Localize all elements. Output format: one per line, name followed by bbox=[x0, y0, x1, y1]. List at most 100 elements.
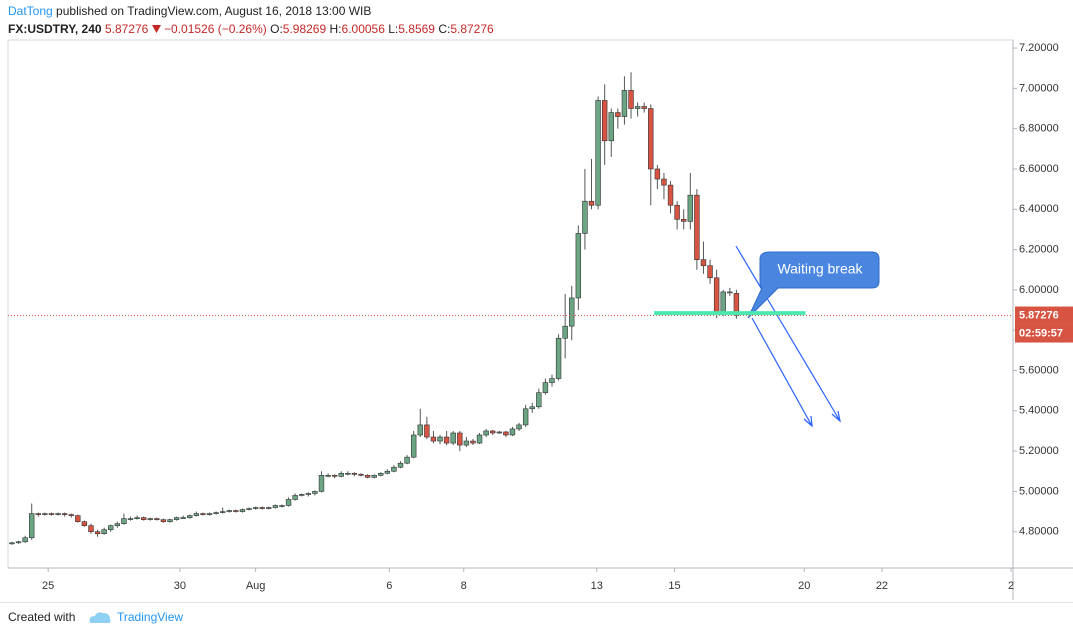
candle-up bbox=[299, 494, 305, 496]
candle-down bbox=[681, 219, 687, 222]
candle-up bbox=[404, 456, 410, 464]
candle-up bbox=[325, 474, 331, 477]
candle-up bbox=[285, 499, 292, 506]
y-tick-label: 5.20000 bbox=[1019, 445, 1059, 457]
candle-down bbox=[68, 514, 74, 516]
callout-text: Waiting break bbox=[777, 261, 863, 277]
high: 6.00056 bbox=[341, 22, 385, 36]
candle-up bbox=[516, 424, 522, 430]
candle-up bbox=[127, 518, 134, 520]
candle-down bbox=[457, 432, 463, 446]
candle-down bbox=[35, 513, 41, 515]
candle-up bbox=[29, 513, 35, 539]
candle-up bbox=[463, 440, 470, 446]
change: −0.01526 (−0.26%) bbox=[164, 22, 267, 36]
price-box bbox=[1015, 306, 1073, 325]
candle-up bbox=[213, 512, 219, 514]
marks bbox=[9, 72, 740, 545]
x-tick-label: 13 bbox=[591, 580, 603, 592]
candle-down bbox=[351, 472, 358, 475]
l-label: L: bbox=[388, 22, 399, 36]
open: 5.98269 bbox=[282, 22, 327, 36]
candle-down bbox=[81, 521, 88, 526]
y-tick-label: 5.40000 bbox=[1019, 405, 1059, 417]
candle-down bbox=[674, 204, 680, 220]
candle-up bbox=[9, 542, 15, 545]
candle-down bbox=[233, 510, 239, 512]
candle-up bbox=[555, 337, 562, 379]
candle-up bbox=[180, 517, 186, 519]
candle-up bbox=[417, 424, 423, 436]
candle-up bbox=[42, 513, 48, 515]
callout bbox=[747, 251, 880, 319]
candle-up bbox=[167, 519, 173, 522]
candle-down bbox=[364, 474, 371, 478]
brand-logo bbox=[89, 612, 111, 623]
x-tick-label: 15 bbox=[668, 580, 680, 592]
c-label: C: bbox=[438, 22, 451, 36]
candle-down bbox=[694, 194, 700, 260]
candle-down bbox=[48, 513, 55, 515]
footer: Created with TradingView bbox=[0, 602, 1073, 635]
candle-up bbox=[252, 507, 259, 509]
candle-up bbox=[206, 513, 213, 515]
candle-up bbox=[509, 428, 516, 436]
candle-down bbox=[259, 507, 265, 509]
plot-frame bbox=[7, 39, 1014, 569]
candle-up bbox=[226, 510, 232, 512]
candle-down bbox=[588, 200, 595, 206]
x-tick-label: 8 bbox=[461, 580, 467, 592]
candle-up bbox=[193, 513, 200, 516]
candle-down bbox=[331, 474, 338, 477]
low: 5.8569 bbox=[398, 22, 435, 36]
candle-up bbox=[101, 529, 107, 535]
y-tick-label: 4.80000 bbox=[1019, 526, 1059, 538]
candle-up bbox=[55, 513, 61, 515]
candle-up bbox=[562, 325, 568, 339]
candle-up bbox=[219, 511, 226, 513]
candle-down bbox=[88, 525, 94, 533]
y-tick-label: 6.60000 bbox=[1019, 163, 1059, 175]
candle-down bbox=[661, 178, 667, 186]
candle-up bbox=[483, 430, 489, 436]
candle-up bbox=[108, 525, 114, 531]
candle-down bbox=[667, 184, 674, 206]
candle-up bbox=[522, 408, 529, 426]
x-tick-label: 6 bbox=[386, 580, 392, 592]
header-line-1: DatTong published on TradingView.com, Au… bbox=[8, 2, 494, 20]
y-tick-label: 6.00000 bbox=[1019, 284, 1059, 296]
candle-up bbox=[621, 90, 628, 117]
candle-down bbox=[713, 277, 720, 315]
h-label: H: bbox=[329, 22, 342, 36]
candle-up bbox=[305, 493, 312, 495]
candle-up bbox=[437, 436, 443, 442]
candle-down bbox=[430, 436, 437, 442]
candle-up bbox=[173, 517, 180, 520]
candle-up bbox=[292, 495, 298, 500]
candle-up bbox=[397, 462, 404, 468]
candle-up bbox=[318, 474, 325, 492]
header-line-2: FX:USDTRY, 240 5.87276 −0.01526 (−0.26%)… bbox=[8, 20, 494, 38]
candle-up bbox=[384, 470, 391, 474]
candle-up bbox=[114, 523, 121, 526]
brand[interactable]: TradingView bbox=[117, 610, 184, 624]
candle-up bbox=[239, 509, 246, 512]
header: DatTong published on TradingView.com, Au… bbox=[8, 2, 494, 38]
candle-down bbox=[733, 293, 740, 316]
x-tick-label: 22 bbox=[876, 580, 888, 592]
candle-up bbox=[529, 406, 535, 410]
arrow bbox=[751, 317, 813, 428]
candle-up bbox=[312, 491, 318, 494]
y-tick-label: 6.80000 bbox=[1019, 123, 1059, 135]
candle-down bbox=[490, 430, 496, 434]
candle-down bbox=[358, 473, 364, 476]
candle-down bbox=[628, 90, 634, 109]
y-tick-label: 5.00000 bbox=[1019, 485, 1059, 497]
candle-down bbox=[654, 168, 661, 180]
candle-up bbox=[450, 432, 456, 444]
candle-down bbox=[700, 259, 707, 267]
candle-up bbox=[720, 291, 726, 315]
author[interactable]: DatTong bbox=[8, 4, 53, 18]
x-tick-label: 20 bbox=[798, 580, 810, 592]
